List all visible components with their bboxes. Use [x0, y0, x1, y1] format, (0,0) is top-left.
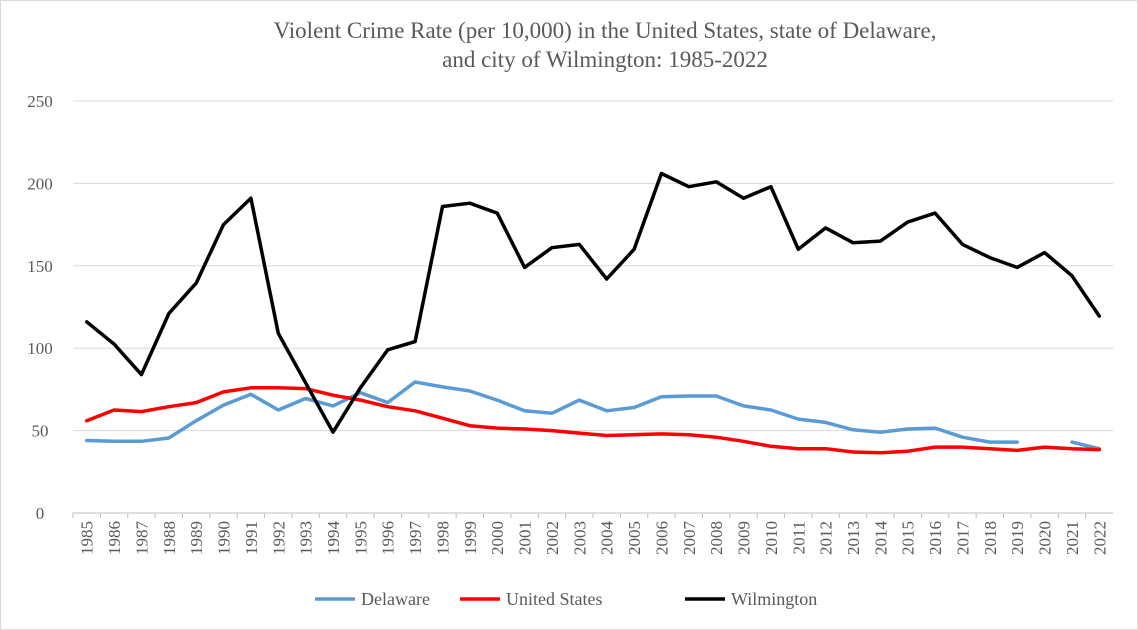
x-tick-label: 1990	[215, 521, 234, 555]
x-tick-label: 2021	[1063, 521, 1082, 555]
x-tick-label: 2018	[981, 521, 1000, 555]
x-tick-label: 2003	[570, 521, 589, 555]
y-tick-label: 50	[32, 422, 49, 441]
x-tick-label: 2015	[899, 521, 918, 555]
x-tick-label: 2014	[871, 521, 890, 556]
x-tick-label: 2010	[762, 521, 781, 555]
x-tick-label: 1989	[187, 521, 206, 555]
x-tick-label: 2022	[1090, 521, 1109, 555]
x-tick-label: 1993	[297, 521, 316, 555]
x-tick-label: 1999	[461, 521, 480, 555]
y-tick-label: 150	[27, 257, 53, 276]
x-tick-label: 2011	[789, 521, 808, 554]
x-tick-label: 2008	[707, 521, 726, 555]
series-line-wilmington	[84, 171, 1102, 434]
x-tick-label: 2007	[680, 521, 699, 556]
y-tick-label: 0	[36, 504, 45, 523]
x-tick-label: 1991	[242, 521, 261, 555]
y-tick-label: 100	[27, 339, 53, 358]
legend-label-wilmington: Wilmington	[731, 589, 817, 609]
x-tick-label: 2005	[625, 521, 644, 555]
x-tick-label: 2019	[1008, 521, 1027, 555]
x-tick-label: 2017	[953, 521, 972, 556]
x-tick-label: 1986	[105, 521, 124, 555]
x-tick-label: 2000	[488, 521, 507, 555]
x-tick-label: 2001	[516, 521, 535, 555]
x-tick-label: 2020	[1036, 521, 1055, 555]
y-tick-label: 250	[27, 92, 53, 111]
x-tick-label: 1988	[160, 521, 179, 555]
x-tick-label: 1992	[269, 521, 288, 555]
x-tick-label: 2002	[543, 521, 562, 555]
x-tick-label: 1997	[406, 521, 425, 556]
legend-label-united-states: United States	[506, 589, 603, 609]
y-tick-label: 200	[27, 174, 53, 193]
legend-label-delaware: Delaware	[361, 589, 430, 609]
x-tick-label: 2016	[926, 521, 945, 555]
x-tick-label: 1996	[379, 521, 398, 555]
series-line-united-states	[84, 386, 1102, 455]
x-tick-label: 1985	[78, 521, 97, 555]
x-tick-label: 2013	[844, 521, 863, 555]
series-line-delaware	[84, 380, 1102, 451]
chart-title-line-1: Violent Crime Rate (per 10,000) in the U…	[274, 18, 937, 43]
x-tick-label: 2006	[652, 521, 671, 555]
x-tick-label: 1998	[433, 521, 452, 555]
x-tick-label: 1987	[132, 521, 151, 556]
x-tick-label: 2004	[598, 521, 617, 556]
x-tick-label: 2009	[735, 521, 754, 555]
chart-title-line-2: and city of Wilmington: 1985-2022	[442, 47, 768, 72]
x-tick-label: 1995	[351, 521, 370, 555]
x-tick-label: 1994	[324, 521, 343, 556]
x-tick-label: 2012	[817, 521, 836, 555]
